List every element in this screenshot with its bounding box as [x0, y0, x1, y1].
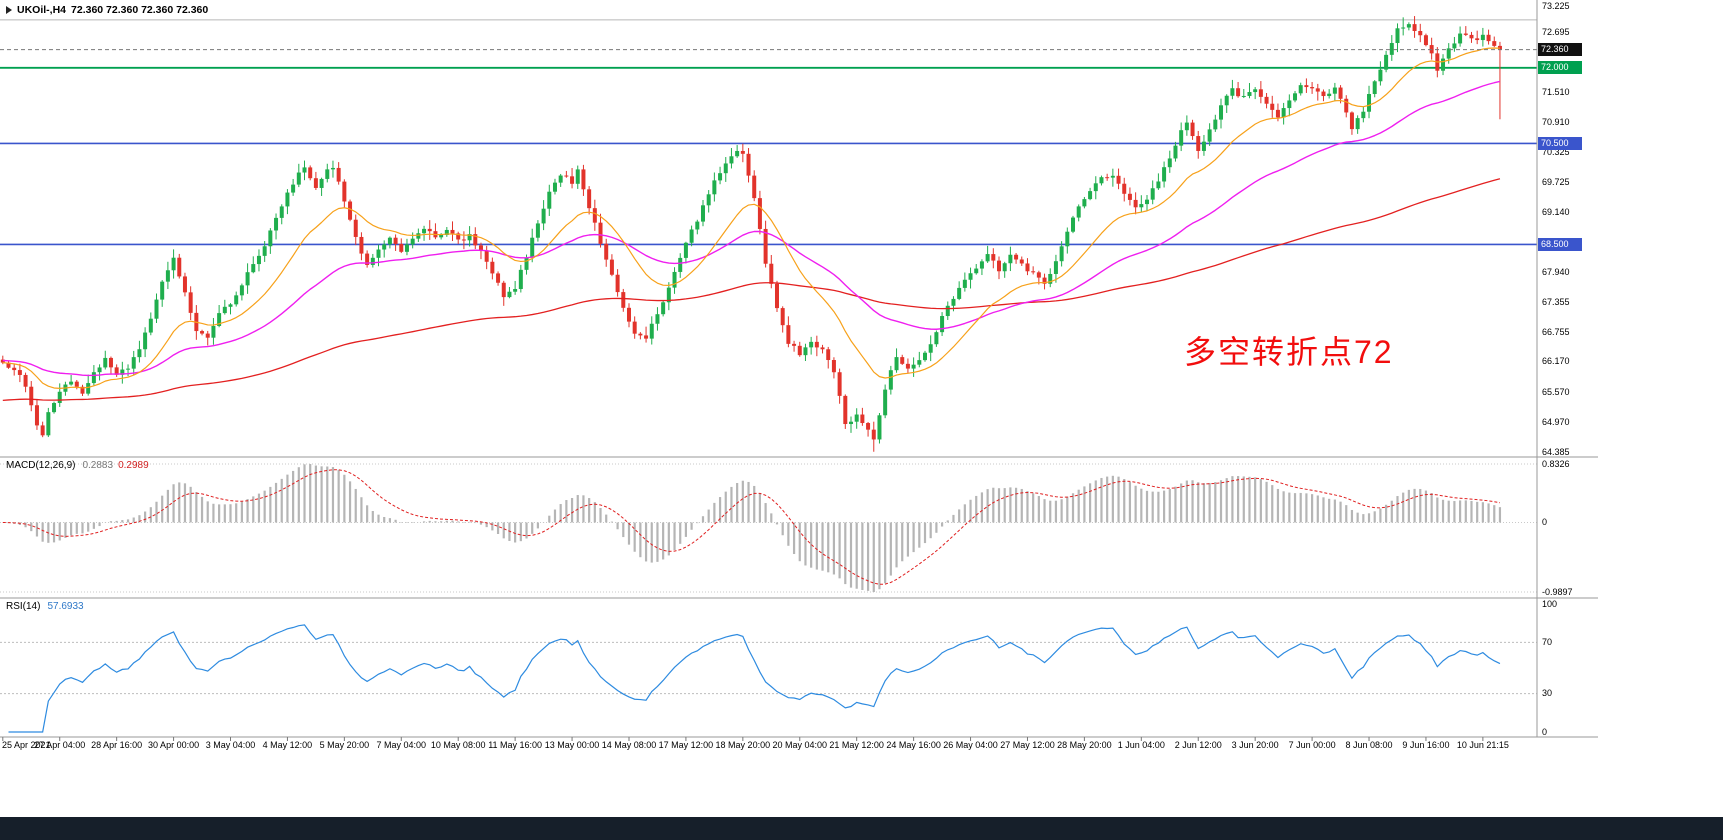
price-level-badge: 68.500 — [1538, 237, 1582, 251]
price-level-badge: 70.500 — [1538, 136, 1582, 150]
macd-axis-label: -0.9897 — [1542, 586, 1573, 597]
price-axis-label: 66.170 — [1542, 356, 1570, 367]
time-axis-label: 3 Jun 20:00 — [1231, 740, 1279, 750]
time-axis-label: 7 May 04:00 — [376, 740, 427, 750]
time-axis-label: 27 May 12:00 — [1000, 740, 1055, 750]
time-axis-label: 10 Jun 21:15 — [1456, 740, 1509, 750]
price-axis-label: 67.940 — [1542, 267, 1570, 278]
time-axis-label: 30 Apr 00:00 — [148, 740, 200, 750]
price-axis-label: 69.140 — [1542, 206, 1570, 217]
rsi-name-label: RSI(14) — [6, 601, 41, 612]
bottom-taskbar[interactable] — [0, 817, 1723, 840]
price-axis-label: 64.970 — [1542, 416, 1570, 427]
price-level-badge: 72.000 — [1538, 61, 1582, 75]
time-axis-label: 14 May 08:00 — [601, 740, 657, 750]
time-axis-label: 27 Apr 04:00 — [34, 740, 86, 750]
rsi-value: 57.6933 — [47, 601, 84, 612]
macd-label-row: MACD(12,26,9) 0.2883 0.2989 — [6, 460, 149, 471]
time-axis-label: 11 May 16:00 — [488, 740, 543, 750]
price-axis-label: 71.510 — [1542, 87, 1570, 98]
price-axis-label: 70.325 — [1542, 146, 1570, 157]
price-axis-label: 70.910 — [1542, 117, 1570, 128]
rsi-pane-layer — [0, 624, 1537, 733]
time-axis-label: 9 Jun 16:00 — [1402, 740, 1450, 750]
rsi-label-row: RSI(14) 57.6933 — [6, 601, 84, 612]
time-axis-label: 5 May 20:00 — [319, 740, 370, 750]
price-axis[interactable]: 73.225 72.695 71.510 70.910 70.325 69.725 69.1… — [1537, 0, 1723, 760]
chart-info-line: UKOil-,H4 72.360 72.360 72.360 72.360 — [6, 4, 208, 16]
time-axis-label: 20 May 04:00 — [772, 740, 828, 750]
panel-separators — [0, 0, 1598, 738]
time-axis-label: 28 May 20:00 — [1057, 740, 1112, 750]
price-axis-label: 67.355 — [1542, 296, 1570, 307]
time-axis-label: 13 May 00:00 — [544, 740, 600, 750]
macd-axis-label: 0 — [1542, 516, 1548, 527]
time-axis[interactable]: 25 Apr 2021 27 Apr 04:00 28 Apr 16:00 30 Ap… — [0, 737, 1560, 759]
time-axis-label: 4 May 12:00 — [262, 740, 313, 750]
price-axis-label: 64.385 — [1542, 446, 1570, 457]
horizontal-lines — [0, 19, 1537, 246]
time-axis-label: 24 May 16:00 — [886, 740, 941, 750]
ma-slow-line — [2, 178, 1501, 401]
time-axis-label: 2 Jun 12:00 — [1174, 740, 1222, 750]
time-axis-label: 28 Apr 16:00 — [91, 740, 143, 750]
symbol-marker-icon — [6, 6, 12, 14]
price-axis-label: 72.695 — [1542, 27, 1570, 38]
current-price-badge: 72.360 — [1538, 43, 1582, 57]
macd-name-label: MACD(12,26,9) — [6, 460, 76, 471]
time-axis-label: 1 Jun 04:00 — [1117, 740, 1165, 750]
price-axis-label: 66.755 — [1542, 326, 1570, 337]
time-axis-label: 21 May 12:00 — [829, 740, 884, 750]
price-axis-label: 69.725 — [1542, 177, 1570, 188]
time-axis-label: 7 Jun 00:00 — [1288, 740, 1336, 750]
time-axis-label: 3 May 04:00 — [205, 740, 256, 750]
candles-layer — [0, 16, 1502, 452]
ma-fast-line — [2, 47, 1500, 389]
macd-axis-label: 0.8326 — [1542, 458, 1570, 469]
rsi-axis-label: 0 — [1542, 726, 1548, 737]
time-axis-label: 18 May 20:00 — [715, 740, 771, 750]
time-axis-label: 10 May 08:00 — [430, 740, 486, 750]
time-axis-label: 25 Apr 2021 — [2, 740, 51, 750]
rsi-axis-label: 30 — [1542, 688, 1553, 699]
rsi-axis-label: 70 — [1542, 636, 1553, 647]
macd-pane-layer — [0, 463, 1537, 593]
ma-medium-line — [2, 80, 1501, 377]
chart-text-annotation: 多空转折点72 — [1184, 334, 1394, 370]
rsi-axis-label: 100 — [1542, 598, 1558, 609]
time-axis-label: 17 May 12:00 — [658, 740, 714, 750]
price-axis-label: 65.570 — [1542, 386, 1570, 397]
macd-signal-value: 0.2989 — [118, 460, 149, 471]
ohlc-values: 72.360 72.360 72.360 72.360 — [71, 4, 209, 16]
time-ticks — [2, 737, 1484, 741]
time-axis-label: 26 May 04:00 — [943, 740, 998, 750]
price-axis-label: 73.225 — [1542, 0, 1570, 11]
macd-main-value: 0.2883 — [82, 460, 114, 471]
symbol-timeframe-label: UKOil-,H4 — [17, 4, 67, 16]
time-axis-label: 8 Jun 08:00 — [1345, 740, 1393, 750]
